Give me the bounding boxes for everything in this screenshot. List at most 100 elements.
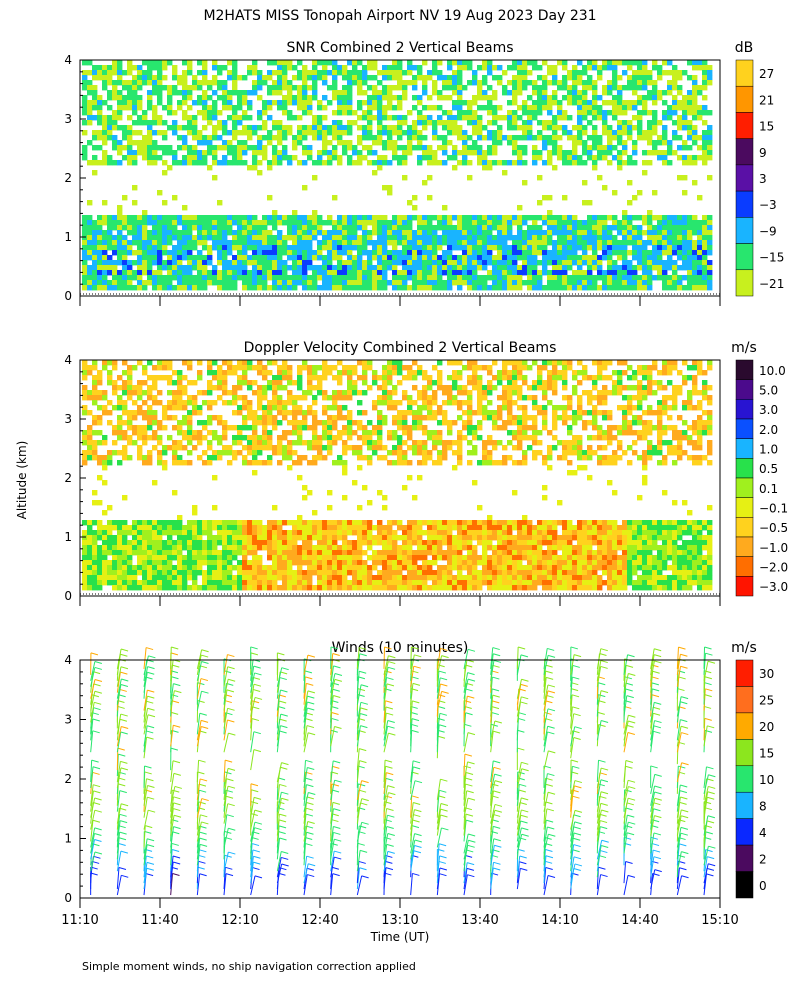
heat-cell (527, 270, 533, 276)
heat-cell (137, 580, 143, 586)
heat-cell (682, 95, 688, 101)
heat-cell (82, 390, 88, 396)
heat-cell (142, 120, 148, 126)
heat-cell (232, 365, 238, 371)
heat-cell (487, 120, 493, 126)
heat-cell (417, 135, 423, 141)
heat-cell (222, 450, 228, 456)
heat-cell (492, 225, 498, 231)
heat-cell (317, 225, 323, 231)
heat-cell (627, 65, 633, 71)
heat-cell (287, 445, 293, 451)
heat-cell (457, 275, 463, 281)
heat-cell (477, 120, 483, 126)
heat-cell (662, 130, 668, 136)
heat-cell (282, 110, 288, 116)
heat-cell (167, 260, 173, 266)
heat-cell (622, 245, 628, 251)
heat-cell (202, 155, 208, 161)
heat-cell (477, 80, 483, 86)
heat-cell (107, 225, 113, 231)
heat-cell (382, 265, 388, 271)
heat-cell (592, 155, 598, 161)
heat-cell (642, 220, 648, 226)
heat-cell (152, 420, 158, 426)
heat-cell (632, 140, 638, 146)
heat-cell (132, 185, 138, 191)
heat-cell (397, 120, 403, 126)
heat-cell (577, 255, 583, 261)
heat-cell (157, 565, 163, 571)
heat-cell (297, 275, 303, 281)
heat-cell (547, 255, 553, 261)
heat-cell (552, 230, 558, 236)
heat-cell (307, 220, 313, 226)
heat-cell (437, 160, 443, 166)
heat-cell (132, 580, 138, 586)
heat-cell (592, 85, 598, 91)
heat-cell (102, 365, 108, 371)
heat-cell (297, 130, 303, 136)
heat-cell (352, 60, 358, 66)
heat-cell (677, 120, 683, 126)
heat-cell (152, 380, 158, 386)
heat-cell (652, 225, 658, 231)
heat-cell (342, 235, 348, 241)
heat-cell (702, 160, 708, 166)
heat-cell (622, 225, 628, 231)
heat-cell (82, 250, 88, 256)
heat-cell (537, 230, 543, 236)
heat-cell (257, 390, 263, 396)
heat-cell (317, 540, 323, 546)
heat-cell (357, 155, 363, 161)
heat-cell (97, 135, 103, 141)
heat-cell (122, 95, 128, 101)
heat-cell (607, 270, 613, 276)
heat-cell (322, 535, 328, 541)
heat-cell (467, 220, 473, 226)
heat-cell (292, 250, 298, 256)
heat-cell (387, 105, 393, 111)
heat-cell (702, 140, 708, 146)
heat-cell (497, 115, 503, 121)
heat-cell (242, 375, 248, 381)
heat-cell (452, 80, 458, 86)
heat-cell (602, 125, 608, 131)
heat-cell (612, 190, 618, 196)
heat-cell (247, 580, 253, 586)
heat-cell (287, 410, 293, 416)
heat-cell (142, 455, 148, 461)
heat-cell (412, 135, 418, 141)
heat-cell (372, 250, 378, 256)
heat-cell (357, 215, 363, 221)
heat-cell (312, 225, 318, 231)
heat-cell (292, 115, 298, 121)
heat-cell (652, 90, 658, 96)
heat-cell (667, 115, 673, 121)
heat-cell (272, 235, 278, 241)
heat-cell (317, 275, 323, 281)
heat-cell (582, 245, 588, 251)
heat-cell (427, 230, 433, 236)
heat-cell (207, 520, 213, 526)
heat-cell (92, 145, 98, 151)
heat-cell (642, 65, 648, 71)
heat-cell (252, 365, 258, 371)
heat-cell (207, 400, 213, 406)
heat-cell (87, 280, 93, 286)
heat-cell (117, 575, 123, 581)
heat-cell (82, 95, 88, 101)
heat-cell (677, 215, 683, 221)
heat-cell (202, 275, 208, 281)
heat-cell (567, 230, 573, 236)
heat-cell (172, 65, 178, 71)
heat-cell (257, 365, 263, 371)
heat-cell (367, 105, 373, 111)
heat-cell (212, 265, 218, 271)
heat-cell (462, 225, 468, 231)
heat-cell (227, 215, 233, 221)
heat-cell (147, 450, 153, 456)
heat-cell (547, 135, 553, 141)
heat-cell (257, 125, 263, 131)
heat-cell (417, 215, 423, 221)
